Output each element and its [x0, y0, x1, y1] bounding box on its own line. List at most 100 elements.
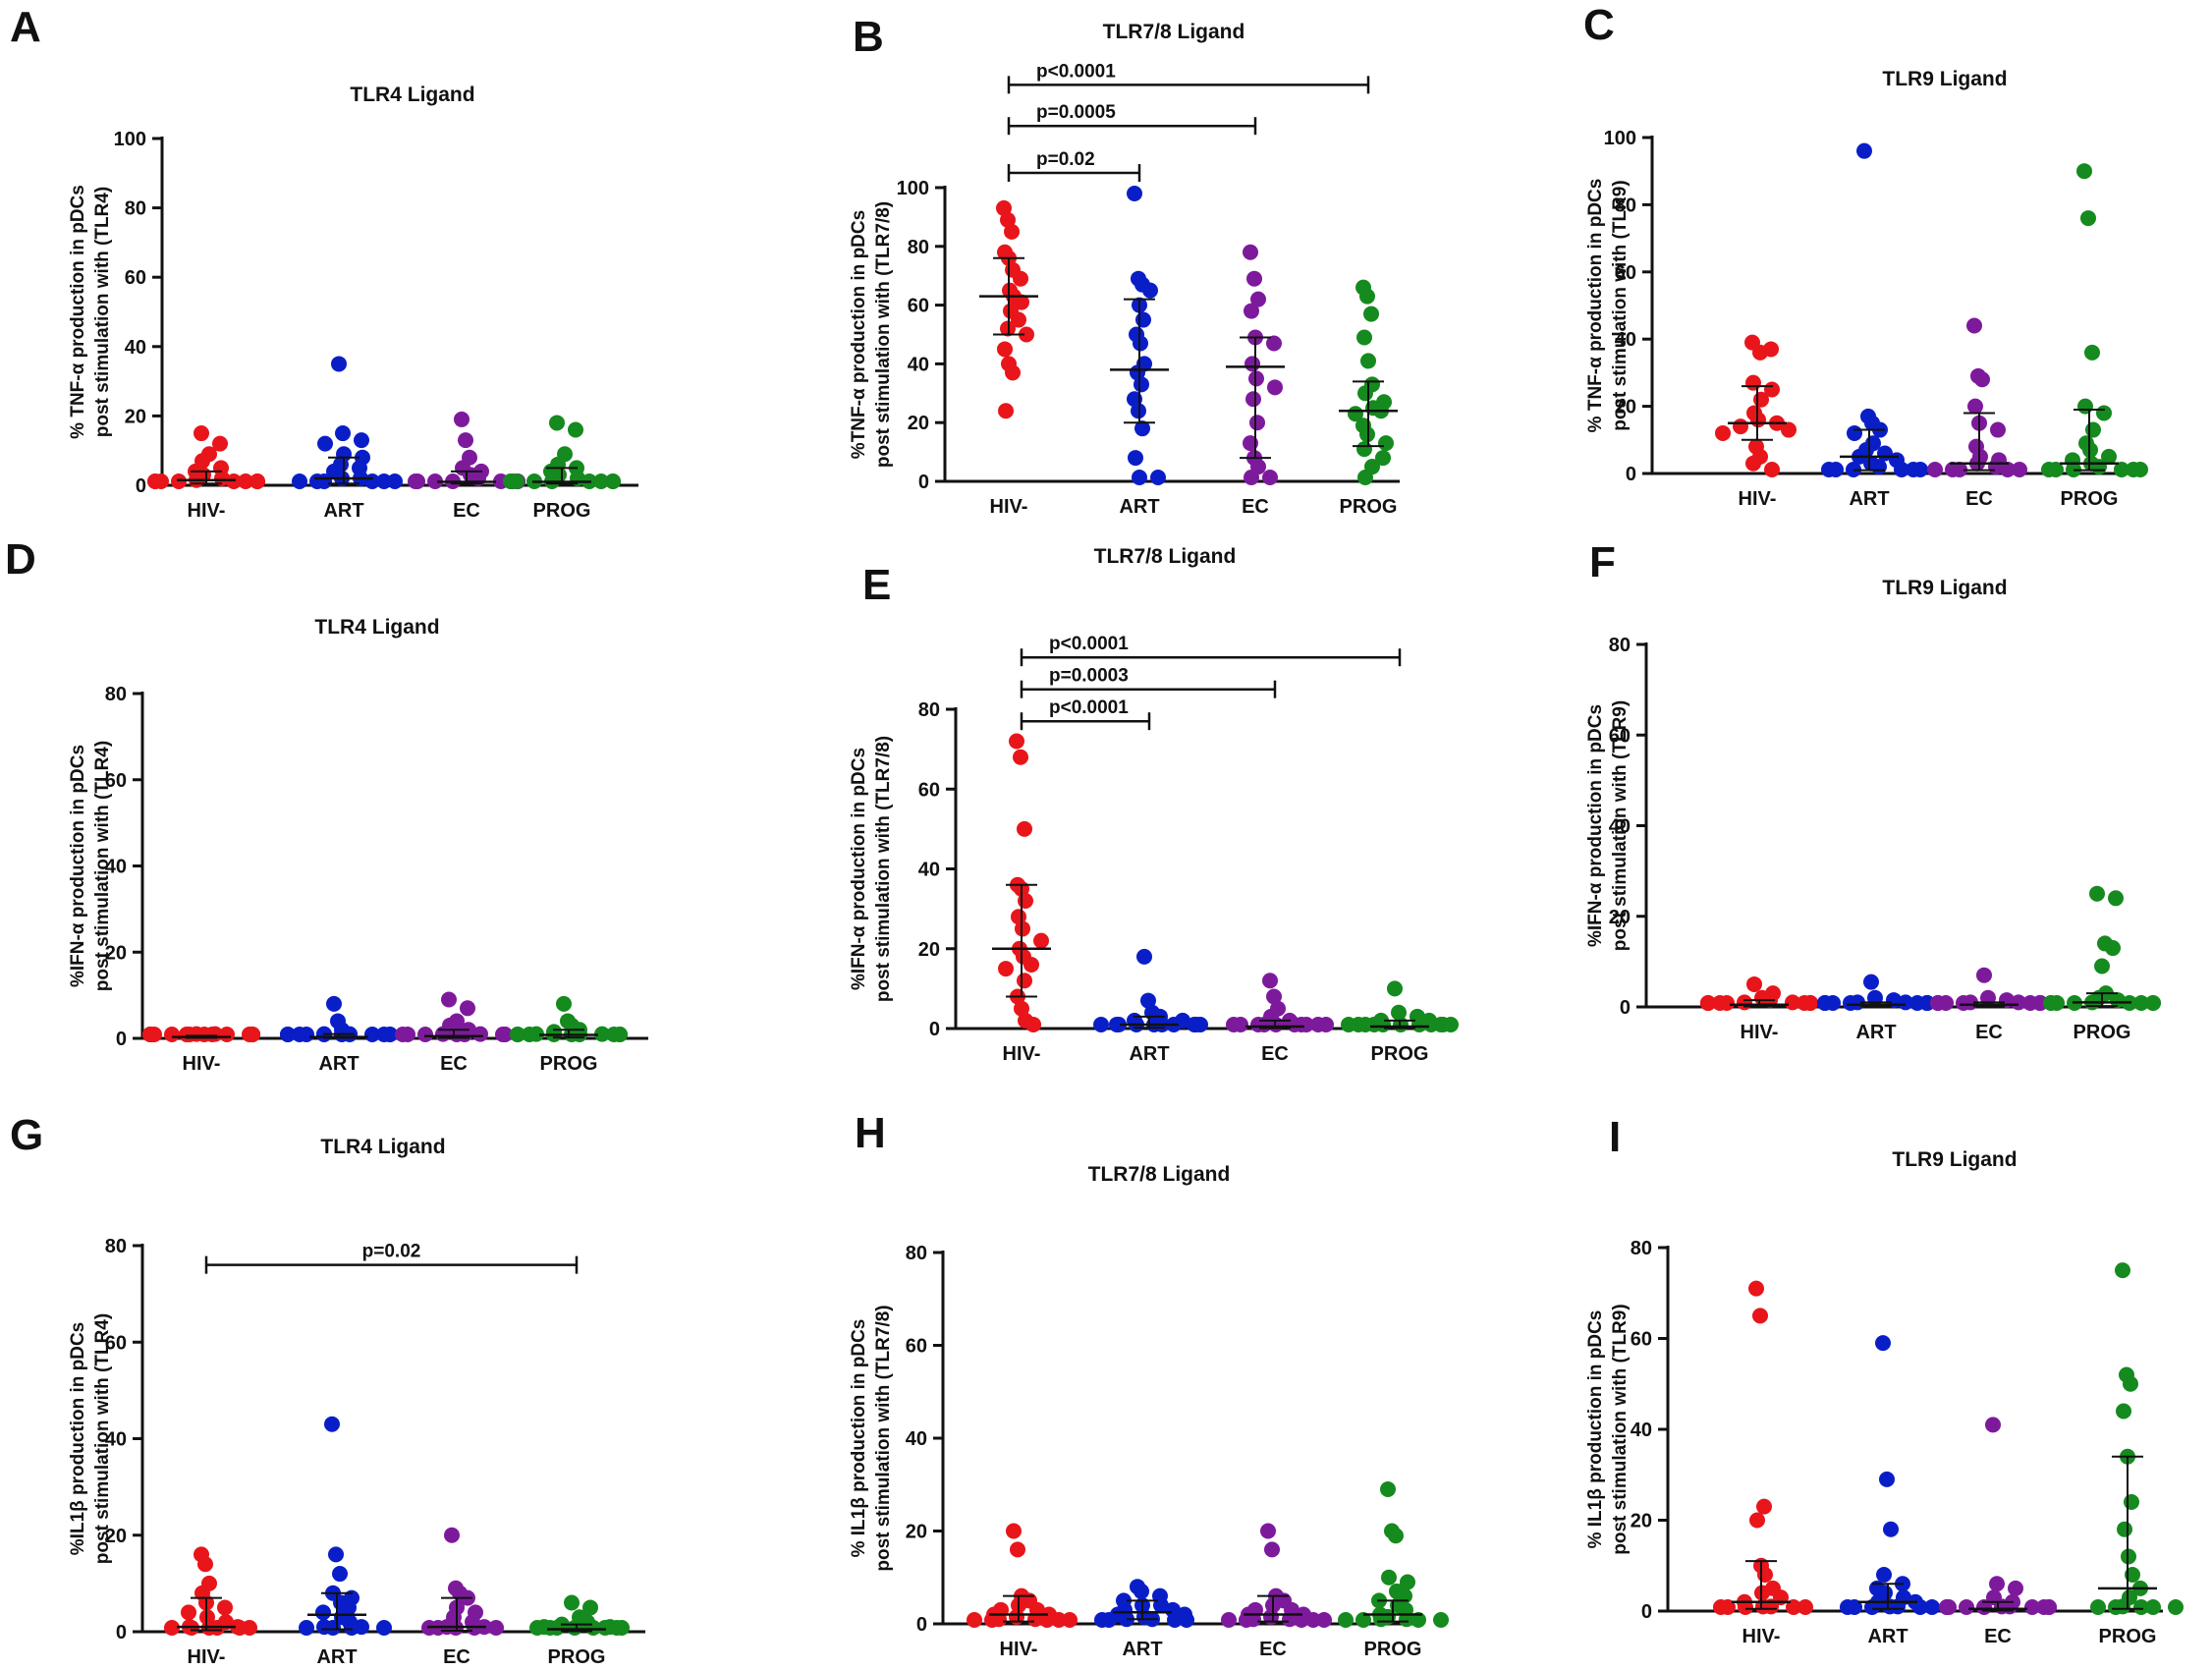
y-tick-label: 80: [125, 198, 146, 220]
data-point: [1006, 1523, 1022, 1539]
series-prog: [2043, 885, 2161, 1011]
data-point: [299, 1620, 314, 1636]
p-value-label: p=0.02: [362, 1242, 421, 1262]
panel-letter: G: [10, 1111, 43, 1159]
x-tick-label: EC: [1259, 1639, 1287, 1660]
data-point: [1150, 470, 1166, 485]
data-point: [387, 473, 403, 489]
data-point: [1945, 462, 1961, 477]
data-point: [472, 1026, 488, 1042]
data-point: [1004, 223, 1020, 240]
y-tick-label: 80: [1631, 1238, 1652, 1259]
y-tick-label: 0: [1626, 464, 1636, 485]
data-point: [1249, 415, 1265, 431]
panel-g: G TLR4 Ligand 0 20 40 60 80 %IL1β production in…: [10, 1111, 645, 1668]
x-tick-label: ART: [1867, 1626, 1908, 1647]
data-point: [408, 473, 423, 489]
data-point: [1715, 424, 1731, 441]
data-point: [417, 1027, 433, 1042]
x-tick-label: PROG: [1364, 1639, 1422, 1660]
series-ec: [1927, 317, 2027, 477]
data-point: [2008, 1580, 2023, 1596]
data-point: [567, 1620, 582, 1636]
data-point: [998, 961, 1014, 977]
data-point: [2096, 405, 2112, 421]
series-prog: [510, 995, 628, 1042]
x-tick-label: ART: [1122, 1639, 1162, 1660]
x-tick-label: HIV-: [1741, 1022, 1779, 1043]
data-point: [2076, 163, 2092, 180]
y-axis-label: post stimulation with (TLR4): [92, 741, 113, 991]
data-point: [1360, 353, 1376, 369]
data-point: [1338, 1612, 1354, 1628]
x-tick-label: EC: [440, 1053, 468, 1075]
data-point: [249, 473, 265, 489]
y-tick-label: 0: [116, 1029, 127, 1050]
y-tick-label: 20: [1631, 1511, 1652, 1532]
data-point: [2123, 1375, 2138, 1392]
panel-letter: D: [5, 535, 36, 584]
data-point: [2115, 1262, 2130, 1279]
series-prog: [1338, 1480, 1449, 1628]
data-point: [2116, 1403, 2131, 1420]
x-tick-label: EC: [1242, 496, 1269, 518]
data-point: [967, 1612, 982, 1628]
chart-title: TLR4 Ligand: [314, 616, 439, 639]
x-tick-label: EC: [1975, 1022, 2003, 1043]
data-point: [1005, 364, 1021, 381]
y-axis-label: post stimulation with (TLR4): [92, 1313, 113, 1564]
data-point: [1355, 1612, 1371, 1628]
data-point: [2080, 210, 2096, 227]
data-point: [344, 1620, 359, 1636]
y-axis-label: post stimulation with (TLR9): [1610, 180, 1631, 430]
data-point: [1127, 185, 1142, 201]
data-point: [984, 1612, 1000, 1628]
y-tick-label: 100: [897, 178, 929, 199]
data-point: [1821, 462, 1837, 477]
data-point: [1713, 1599, 1729, 1615]
data-point: [1305, 1612, 1321, 1628]
series-ec: [395, 991, 513, 1042]
data-point: [1018, 893, 1033, 909]
data-point: [2077, 398, 2093, 415]
data-point: [1135, 311, 1151, 328]
data-point: [1967, 398, 1983, 415]
series-art: [292, 356, 403, 489]
data-point: [2101, 448, 2117, 465]
x-tick-label: HIV-: [188, 1646, 226, 1668]
data-point: [1753, 391, 1769, 408]
y-tick-label: 40: [105, 857, 127, 878]
y-tick-label: 20: [908, 413, 929, 434]
data-point: [1192, 1017, 1208, 1032]
y-axis-label: %IL1β production in pDCs: [68, 1322, 88, 1555]
data-point: [1757, 1567, 1773, 1583]
data-point: [226, 473, 242, 489]
x-tick-label: PROG: [1371, 1043, 1429, 1065]
data-point: [997, 341, 1013, 358]
data-point: [1930, 995, 1946, 1011]
data-point: [1356, 329, 1372, 346]
data-point: [441, 991, 457, 1008]
y-tick-label: 0: [1620, 997, 1631, 1019]
y-tick-label: 20: [918, 939, 940, 961]
y-axis-label: % TNF-α production in pDCs: [1585, 179, 1606, 433]
data-point: [292, 473, 307, 489]
series-hiv: [979, 199, 1038, 419]
data-point: [1700, 995, 1716, 1011]
chart-title: TLR4 Ligand: [350, 84, 474, 106]
data-point: [1843, 995, 1858, 1011]
data-point: [1443, 1017, 1459, 1032]
data-point: [1244, 303, 1259, 319]
y-axis-label: post stimulation with (TLR7/8): [873, 736, 894, 1002]
data-point: [1423, 1017, 1439, 1032]
y-tick-label: 100: [1604, 128, 1636, 149]
data-point: [1136, 948, 1152, 965]
data-point: [1966, 317, 1982, 334]
data-point: [232, 1620, 248, 1636]
series-prog: [529, 1594, 630, 1636]
x-tick-label: HIV-: [183, 1053, 221, 1075]
data-point: [382, 1027, 398, 1042]
data-point: [1134, 376, 1149, 393]
data-point: [1221, 1612, 1237, 1628]
y-tick-label: 40: [105, 1429, 127, 1451]
